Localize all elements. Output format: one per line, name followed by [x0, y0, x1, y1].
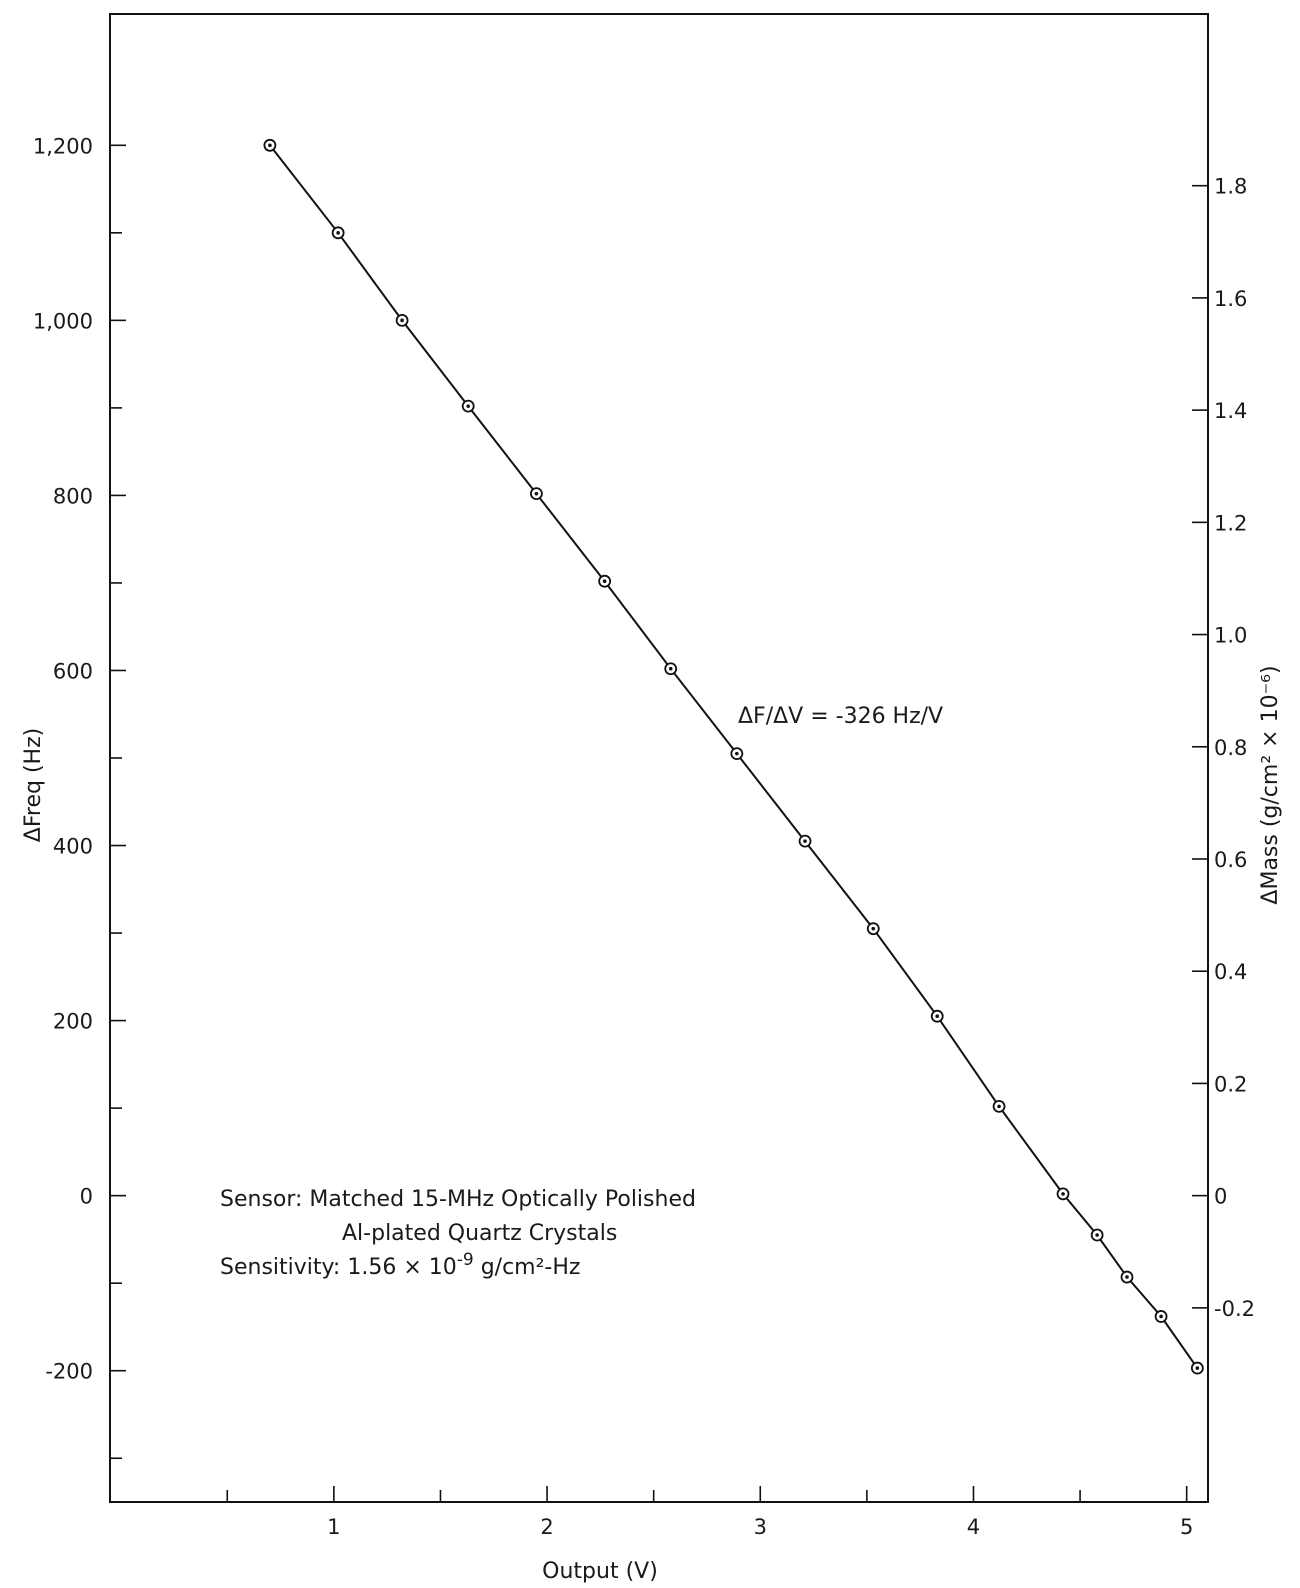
y2-tick-label: 0.6 — [1214, 848, 1247, 872]
data-point-center — [935, 1014, 940, 1019]
y-tick-label: 1,200 — [33, 134, 93, 158]
data-point-center — [1195, 1366, 1200, 1370]
data-point-center — [1125, 1275, 1129, 1279]
y2-tick-label: 0.8 — [1214, 736, 1247, 760]
sensitivity-suffix: g/cm²-Hz — [474, 1255, 581, 1280]
sensitivity-exponent: -9 — [457, 1250, 474, 1270]
data-point-center — [668, 666, 673, 671]
x-tick-label: 4 — [967, 1515, 980, 1539]
sensor-annotation-line1: Sensor: Matched 15-MHz Optically Polishe… — [220, 1187, 696, 1212]
data-point-center — [466, 404, 470, 408]
sensitivity-prefix: Sensitivity: 1.56 × 10 — [220, 1255, 457, 1280]
data-point-center — [997, 1104, 1001, 1109]
data-point-center — [803, 839, 807, 843]
y-tick-label: 600 — [53, 659, 93, 683]
tick-labels: 1 2 3 4 5 1,200 1,000 800 600 400 200 0 -200 1.8 1.6 1.… — [33, 134, 1255, 1539]
axis-ticks — [110, 144, 1208, 1502]
y2-axis-title: ΔMass (g/cm² × 10⁻⁶) — [1258, 665, 1283, 904]
y-tick-label: 200 — [53, 1010, 93, 1034]
x-axis-title: Output (V) — [542, 1559, 658, 1584]
x-tick-label: 2 — [540, 1515, 553, 1539]
sensor-annotation-line2: Al-plated Quartz Crystals — [342, 1221, 617, 1246]
x-tick-label: 5 — [1180, 1515, 1193, 1539]
y-tick-label: -200 — [45, 1360, 93, 1384]
data-point-center — [268, 143, 272, 148]
y2-tick-label: -0.2 — [1214, 1297, 1255, 1321]
y2-tick-label: 1.4 — [1214, 399, 1247, 423]
y2-tick-label: 1.6 — [1214, 287, 1247, 311]
data-point-center — [336, 231, 340, 235]
y2-tick-label: 0.2 — [1214, 1072, 1247, 1096]
data-point-center — [1095, 1233, 1099, 1237]
data-point-center — [400, 318, 404, 323]
y2-tick-label: 0.4 — [1214, 960, 1247, 984]
y-tick-label: 400 — [53, 835, 93, 859]
x-tick-label: 1 — [327, 1515, 340, 1539]
y2-tick-label: 0 — [1214, 1185, 1227, 1209]
data-point-center — [534, 491, 539, 496]
sensitivity-annotation: Sensitivity: 1.56 × 10-9 g/cm²-Hz — [220, 1250, 580, 1280]
data-point-center — [735, 751, 739, 756]
y2-tick-label: 1.8 — [1214, 175, 1247, 199]
x-tick-label: 3 — [754, 1515, 767, 1539]
data-point-center — [602, 579, 607, 583]
y-tick-label: 800 — [53, 484, 93, 508]
y2-tick-label: 1.0 — [1214, 624, 1247, 648]
y-axis-title: ΔFreq (Hz) — [21, 728, 46, 842]
data-points — [263, 138, 1204, 1375]
data-point-center — [1159, 1314, 1163, 1319]
data-point-center — [871, 926, 876, 931]
y2-tick-label: 1.2 — [1214, 511, 1247, 535]
slope-annotation: ΔF/ΔV = -326 Hz/V — [738, 704, 943, 729]
y-tick-label: 0 — [80, 1185, 93, 1209]
y-tick-label: 1,000 — [33, 309, 93, 333]
data-point-center — [1061, 1192, 1065, 1196]
